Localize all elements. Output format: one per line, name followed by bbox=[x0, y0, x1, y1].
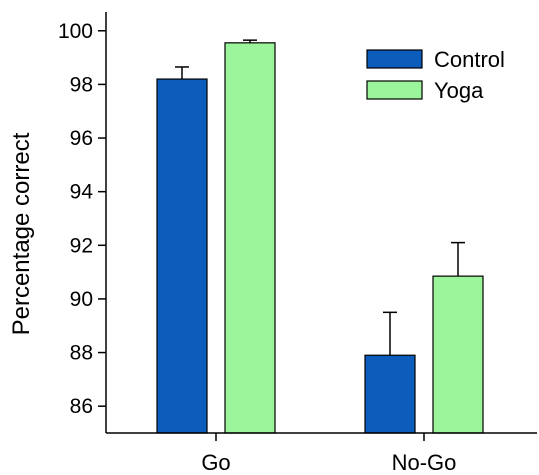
legend-label-control: Control bbox=[434, 47, 505, 72]
x-category-label: Go bbox=[201, 450, 230, 475]
y-tick-label: 98 bbox=[70, 73, 93, 96]
legend-swatch-control bbox=[366, 49, 423, 69]
y-axis-title: Percentage correct bbox=[8, 132, 35, 335]
bar-yoga-go bbox=[224, 42, 276, 434]
bars-group bbox=[156, 42, 484, 434]
error-bars-group bbox=[175, 39, 465, 356]
y-tick-label: 88 bbox=[70, 342, 93, 365]
y-tick-label: 100 bbox=[58, 20, 93, 43]
y-tick-label: 92 bbox=[70, 234, 93, 257]
legend: Control Yoga bbox=[366, 47, 505, 103]
bar-control-go bbox=[156, 78, 208, 434]
y-tick-label: 94 bbox=[70, 181, 94, 204]
legend-label-yoga: Yoga bbox=[434, 78, 484, 103]
x-category-label: No-Go bbox=[392, 450, 457, 475]
x-axis-category-labels: Go No-Go bbox=[201, 433, 456, 475]
legend-swatch-yoga bbox=[366, 80, 423, 100]
bar-control-no-go bbox=[364, 354, 416, 434]
y-axis-ticks: 86 88 90 92 94 96 98 100 bbox=[58, 20, 106, 418]
y-tick-label: 86 bbox=[70, 395, 93, 418]
bar-yoga-no-go bbox=[432, 275, 484, 434]
y-tick-label: 90 bbox=[70, 288, 93, 311]
y-tick-label: 96 bbox=[70, 127, 93, 150]
